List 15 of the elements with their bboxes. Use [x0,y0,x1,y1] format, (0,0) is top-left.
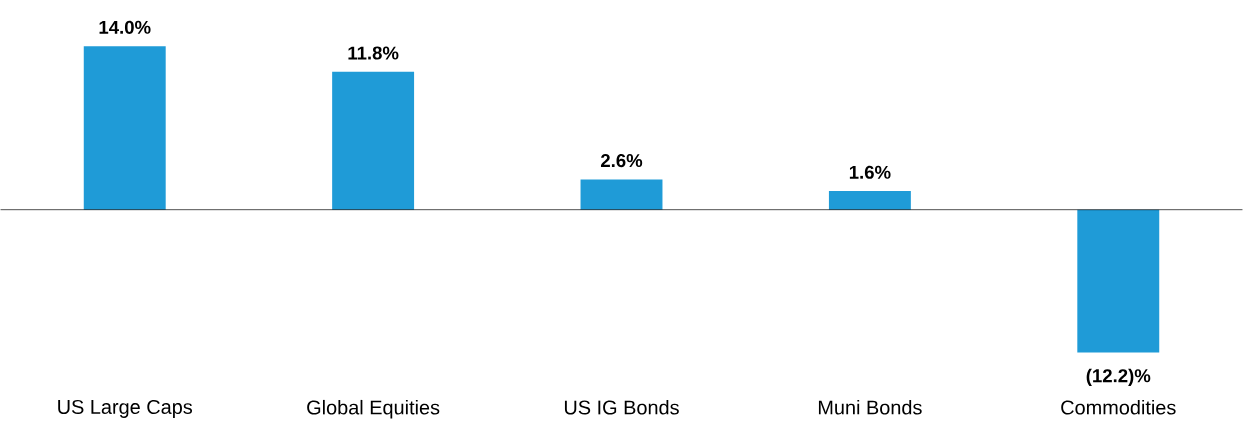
data-label: (12.2)% [1086,368,1151,387]
x-tick-label: US Large Caps [58,400,193,419]
x-tick-label: Commodities [1061,400,1176,415]
bar [580,179,663,210]
data-label: 11.8% [348,46,399,60]
data-label: 1.6% [849,165,891,180]
bar [332,72,415,210]
bar [1077,209,1160,353]
x-tick-label: US IG Bonds [564,400,679,415]
bar [828,191,911,210]
data-label: 14.0% [99,20,151,35]
x-tick-label: Muni Bonds [818,400,922,415]
x-tick-label: Global Equities [307,400,440,419]
bar [83,46,166,210]
data-label: 2.6% [600,154,643,168]
